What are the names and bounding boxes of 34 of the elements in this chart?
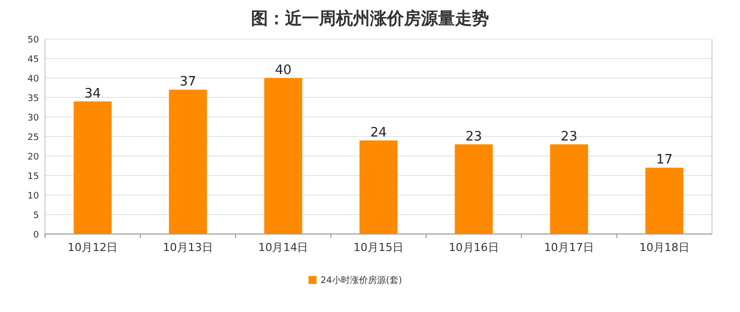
- data-label: 37: [180, 74, 196, 90]
- y-tick-label: 5: [33, 211, 39, 221]
- y-tick-label: 25: [28, 133, 39, 143]
- y-tick-label: 10: [28, 192, 40, 202]
- y-tick-label: 30: [28, 114, 40, 124]
- bar: [168, 90, 207, 234]
- x-tick-label: 10月12日: [68, 241, 118, 254]
- data-label: 24: [370, 125, 387, 140]
- bar: [550, 144, 588, 234]
- y-tick-label: 45: [28, 55, 39, 65]
- data-label: 40: [274, 63, 292, 78]
- bar: [454, 144, 493, 234]
- y-tick-label: 50: [28, 36, 40, 46]
- x-tick-label: 10月18日: [639, 241, 690, 254]
- data-label: 34: [84, 86, 101, 102]
- x-tick-label: 10月17日: [544, 241, 594, 254]
- x-tick-label: 10月14日: [258, 241, 308, 254]
- bar: [264, 78, 302, 234]
- bar: [645, 168, 684, 234]
- x-tick-label: 10月13日: [162, 241, 213, 254]
- x-tick-label: 10月15日: [354, 241, 404, 254]
- data-label: 23: [560, 129, 578, 144]
- bar: [360, 140, 398, 234]
- data-label: 17: [656, 152, 673, 168]
- y-tick-label: 0: [33, 230, 40, 240]
- chart-title: 图：近一周杭州涨价房源量走势: [251, 9, 489, 29]
- bar: [74, 101, 112, 234]
- y-tick-label: 35: [28, 94, 39, 104]
- data-label: 23: [466, 129, 482, 144]
- y-tick-label: 40: [28, 74, 40, 84]
- x-tick-label: 10月16日: [448, 241, 499, 254]
- legend-label: 24小时涨价房源(套): [320, 275, 402, 286]
- y-tick-label: 20: [28, 152, 40, 162]
- y-tick-label: 15: [28, 172, 39, 182]
